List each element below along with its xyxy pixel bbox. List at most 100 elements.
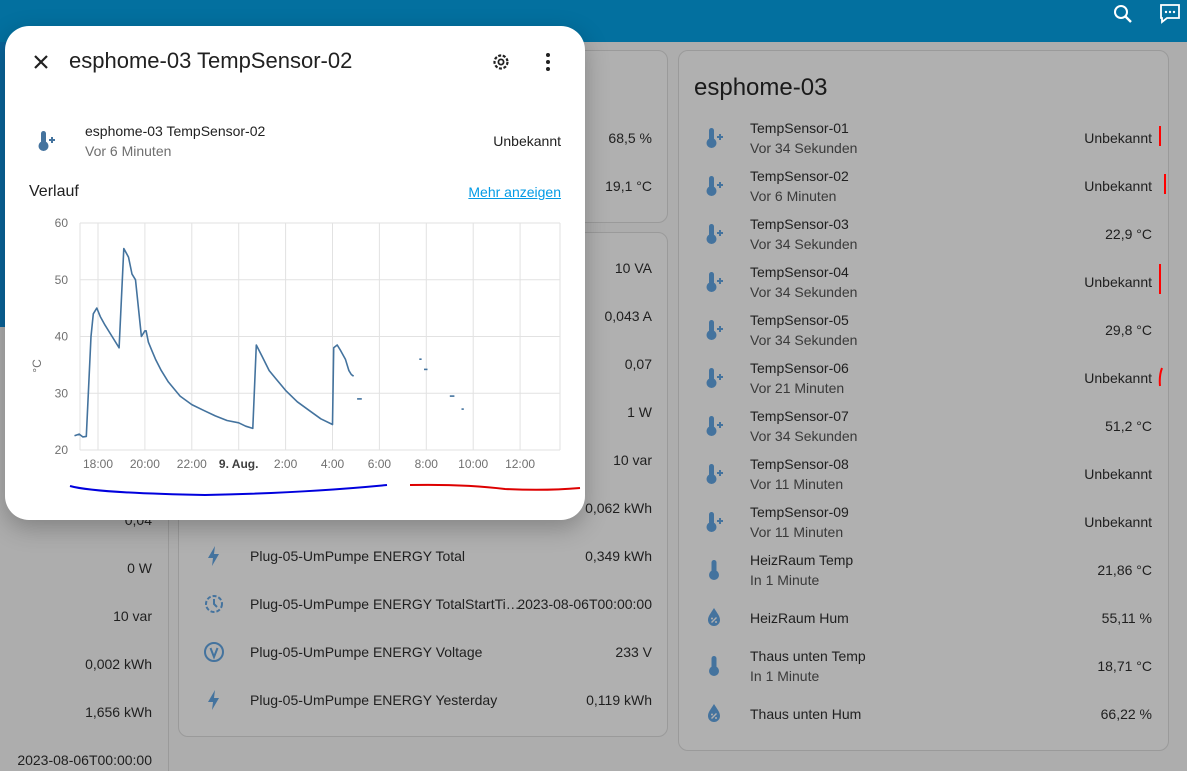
more-info-dialog: esphome-03 TempSensor-02 esphome-03 Temp…: [5, 26, 585, 520]
x-tick-label: 2:00: [274, 457, 298, 471]
entity-state: Unbekannt: [493, 133, 561, 149]
x-tick-label: 10:00: [458, 457, 488, 471]
esphome-entity-row[interactable]: TempSensor-08 Vor 11 Minuten Unbekannt: [694, 456, 1169, 500]
entity-last-changed: Vor 34 Sekunden: [750, 140, 858, 156]
entity-name: HeizRaum Hum: [750, 610, 849, 626]
entity-state: Unbekannt: [1084, 514, 1152, 530]
y-tick-label: 30: [55, 386, 69, 400]
esphome-entity-row[interactable]: TempSensor-02 Vor 6 Minuten Unbekannt: [694, 168, 1169, 212]
entity-name: HeizRaum Temp: [750, 552, 854, 568]
thermometer-plus-icon: [706, 320, 723, 340]
x-tick-label: 4:00: [321, 457, 345, 471]
entity-last-changed: In 1 Minute: [750, 668, 820, 684]
left-accent-strip: [0, 42, 8, 327]
plug-value-3: 1 W: [627, 404, 652, 420]
entity-state: Unbekannt: [1084, 370, 1152, 386]
entity-name: Thaus unten Temp: [750, 648, 866, 664]
entity-state: Unbekannt: [1084, 178, 1152, 194]
entity-name: TempSensor-04: [750, 264, 849, 280]
plug-entity-row[interactable]: Plug-05-UmPumpe ENERGY TotalStartTi… 202…: [194, 592, 664, 616]
entity-state: Unbekannt: [1084, 274, 1152, 290]
plug-entity-row[interactable]: Plug-05-UmPumpe ENERGY Yesterday 0,119 k…: [194, 688, 664, 712]
plug-value-1: 0,043 A: [604, 308, 653, 324]
y-tick-label: 20: [55, 443, 69, 457]
plug-entity-value: 0,119 kWh: [586, 692, 652, 708]
esphome-entity-row[interactable]: TempSensor-01 Vor 34 Sekunden Unbekannt: [694, 120, 1169, 164]
entity-state: 21,86 °C: [1097, 562, 1152, 578]
esphome-entity-row[interactable]: HeizRaum Temp In 1 Minute 21,86 °C: [694, 552, 1169, 596]
entity-name: TempSensor-07: [750, 408, 849, 424]
esphome-entity-row[interactable]: HeizRaum Hum 55,11 %: [694, 600, 1169, 644]
y-tick-label: 40: [55, 330, 69, 344]
temperature-value: 19,1 °C: [605, 178, 652, 194]
entity-name: TempSensor-06: [750, 360, 849, 376]
left-value-4: 1,656 kWh: [85, 704, 152, 720]
flash-icon: [208, 546, 219, 566]
plug-value-2: 0,07: [624, 356, 652, 372]
y-axis-label: °C: [30, 359, 44, 373]
annotation-mark: [1159, 264, 1161, 294]
thermometer-plus-icon: [706, 512, 723, 532]
series-line: [74, 247, 355, 438]
entity-last-changed: Vor 21 Minuten: [750, 380, 845, 396]
left-value-2: 10 var: [113, 608, 152, 624]
esphome-entity-row[interactable]: TempSensor-06 Vor 21 Minuten Unbekannt: [694, 360, 1169, 404]
entity-last-changed: Vor 6 Minuten: [85, 143, 172, 159]
assist-icon[interactable]: [1158, 2, 1182, 26]
plug-value-5: 0,062 kWh: [585, 500, 652, 516]
plug-entity-name: Plug-05-UmPumpe ENERGY Total: [250, 548, 466, 564]
entity-last-changed: In 1 Minute: [750, 572, 820, 588]
x-tick-label: 22:00: [177, 457, 207, 471]
entity-last-changed: Vor 34 Sekunden: [750, 332, 858, 348]
history-heading: Verlauf: [29, 183, 79, 200]
entity-last-changed: Vor 11 Minuten: [750, 524, 844, 540]
left-value-1: 0 W: [127, 560, 152, 576]
humidity-value: 68,5 %: [608, 130, 652, 146]
esphome-entity-row[interactable]: TempSensor-05 Vor 34 Sekunden 29,8 °C: [694, 312, 1169, 356]
plug-entity-row[interactable]: Plug-05-UmPumpe ENERGY Total 0,349 kWh: [194, 544, 664, 568]
dialog-title: esphome-03 TempSensor-02: [69, 48, 353, 73]
entity-last-changed: Vor 34 Sekunden: [750, 284, 858, 300]
clock-start-icon: [205, 595, 223, 613]
more-vertical-icon[interactable]: [536, 50, 560, 74]
show-more-link[interactable]: Mehr anzeigen: [468, 184, 561, 200]
esphome-entity-row[interactable]: TempSensor-07 Vor 34 Sekunden 51,2 °C: [694, 408, 1169, 452]
entity-last-changed: Vor 11 Minuten: [750, 476, 844, 492]
entity-name: TempSensor-05: [750, 312, 849, 328]
plug-entity-name: Plug-05-UmPumpe ENERGY Voltage: [250, 644, 483, 660]
entity-name: TempSensor-09: [750, 504, 849, 520]
entity-state: Unbekannt: [1084, 466, 1152, 482]
thermometer-plus-icon: [706, 368, 723, 388]
thermometer-plus-icon: [706, 464, 723, 484]
esphome-entity-row[interactable]: TempSensor-03 Vor 34 Sekunden 22,9 °C: [694, 216, 1169, 260]
thermometer-plus-icon: [706, 176, 723, 196]
esphome-entity-row[interactable]: Thaus unten Temp In 1 Minute 18,71 °C: [694, 648, 1169, 692]
esphome-entity-row[interactable]: Thaus unten Hum 66,22 %: [694, 696, 1169, 740]
plug-entity-value: 0,349 kWh: [585, 548, 652, 564]
entity-state: 29,8 °C: [1105, 322, 1152, 338]
search-icon[interactable]: [1111, 2, 1135, 26]
entity-name: TempSensor-01: [750, 120, 849, 136]
x-tick-label: 18:00: [83, 457, 113, 471]
close-icon[interactable]: [29, 50, 53, 74]
entity-name: Thaus unten Hum: [750, 706, 862, 722]
entity-name: TempSensor-03: [750, 216, 849, 232]
thermometer-plus-icon: [706, 416, 723, 436]
esphome-entity-row[interactable]: TempSensor-04 Vor 34 Sekunden Unbekannt: [694, 264, 1169, 308]
annotation-mark: [1159, 126, 1161, 146]
annotation-mark: [1158, 367, 1163, 387]
voltage-icon: [204, 642, 224, 662]
flash-icon: [208, 690, 219, 710]
card-title: esphome-03: [694, 74, 828, 101]
left-panel-divider: [168, 490, 169, 771]
entity-name: esphome-03 TempSensor-02: [85, 123, 266, 139]
entity-last-changed: Vor 6 Minuten: [750, 188, 837, 204]
plug-entity-name: Plug-05-UmPumpe ENERGY Yesterday: [250, 692, 498, 708]
x-tick-label: 8:00: [415, 457, 439, 471]
history-chart: 20 30 40 50 60 18:00 20:00 22:00 9. Aug. 2:00 4:0…: [30, 216, 581, 497]
card-esphome-03: [678, 50, 1169, 751]
annotation-stroke: [69, 484, 388, 497]
esphome-entity-row[interactable]: TempSensor-09 Vor 11 Minuten Unbekannt: [694, 504, 1169, 548]
gear-icon[interactable]: [489, 50, 513, 74]
plug-entity-row[interactable]: Plug-05-UmPumpe ENERGY Voltage 233 V: [194, 640, 664, 664]
